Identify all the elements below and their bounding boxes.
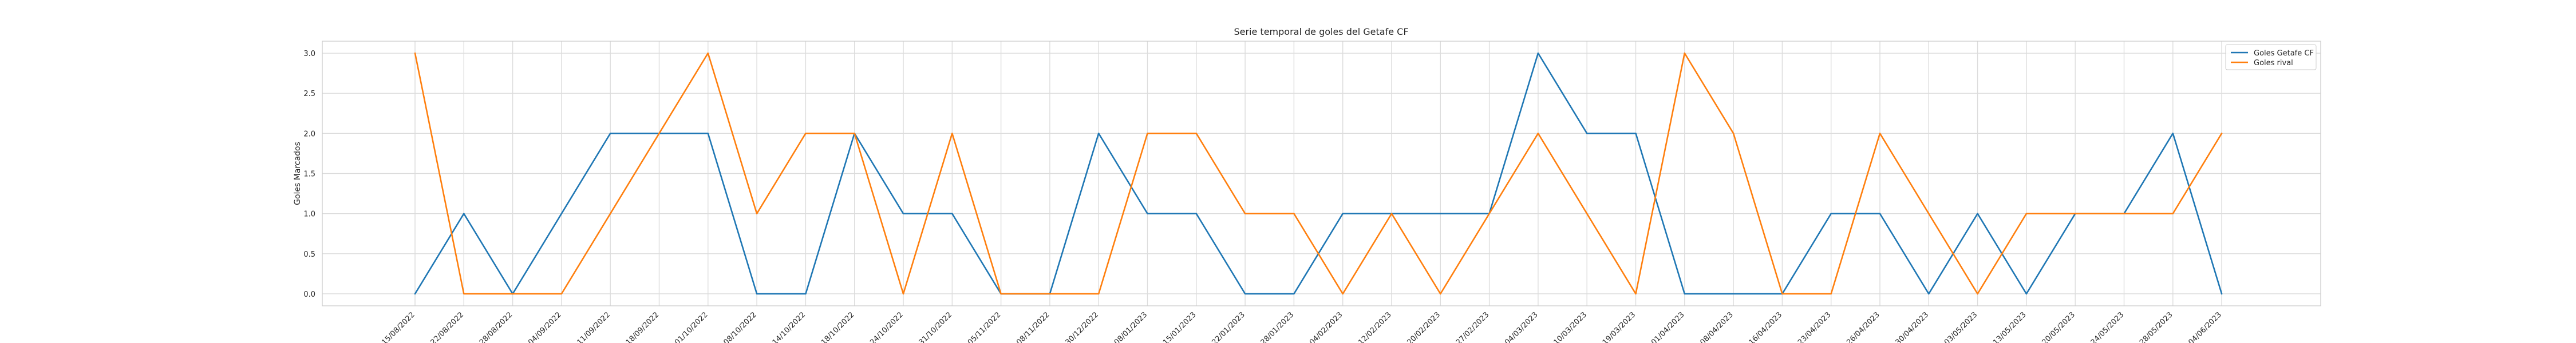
series-line-2 [414,52,2223,295]
x-tick-label: 22/01/2023 [1210,310,1247,343]
x-tick-label: 04/06/2023 [2187,310,2223,343]
x-tick-label: 31/10/2022 [918,310,954,343]
x-tick-label: 08/01/2023 [1113,310,1149,343]
x-tick-label: 04/02/2023 [1308,310,1345,343]
x-tick-label: 10/03/2023 [1552,310,1589,343]
y-tick-label: 0.0 [303,290,315,299]
x-tick-label: 20/02/2023 [1406,310,1443,343]
x-tick-label: 15/08/2022 [380,310,417,343]
x-tick-label: 22/08/2022 [429,310,466,343]
y-tick-label: 3.0 [303,50,315,58]
y-tick-label: 0.5 [303,250,315,259]
x-tick-label: 20/05/2023 [2040,310,2077,343]
series-lines [414,52,2223,295]
x-tick-label: 15/01/2023 [1161,310,1198,343]
x-tick-label: 08/04/2023 [1698,310,1735,343]
y-tick-label: 1.0 [303,210,315,219]
x-tick-label: 18/09/2022 [625,310,661,343]
x-tick-label: 30/12/2022 [1064,310,1100,343]
x-tick-label: 01/10/2022 [673,310,710,343]
x-tick-label: 04/03/2023 [1503,310,1540,343]
chart-title: Serie temporal de goles del Getafe CF [1234,26,1408,37]
x-tick-label: 28/08/2022 [478,310,515,343]
x-tick-label: 16/04/2023 [1748,310,1784,343]
y-tick-label: 2.5 [303,90,315,98]
x-tick-label: 23/04/2023 [1796,310,1833,343]
x-tick-label: 24/05/2023 [2089,310,2126,343]
x-tick-label: 05/11/2022 [966,310,1003,343]
y-tick-labels: 0.0 0.5 1.0 1.5 2.0 2.5 3.0 [303,50,315,299]
y-tick-label: 2.0 [303,130,315,138]
x-tick-label: 14/10/2022 [771,310,808,343]
x-tick-label: 12/02/2023 [1357,310,1393,343]
x-tick-label: 28/05/2023 [2138,310,2175,343]
x-tick-label: 18/10/2022 [820,310,856,343]
x-tick-label: 01/04/2023 [1650,310,1686,343]
x-tick-label: 30/04/2023 [1894,310,1931,343]
x-gridlines [414,41,2222,306]
x-tick-label: 04/09/2022 [527,310,563,343]
x-tick-label: 08/11/2022 [1015,310,1052,343]
x-tick-label: 27/02/2023 [1455,310,1491,343]
legend-label: Goles rival [2254,59,2293,67]
x-tick-label: 26/04/2023 [1845,310,1882,343]
legend-box [2225,44,2317,70]
x-tick-labels: 15/08/2022 22/08/2022 28/08/2022 04/09/2022… [380,310,2223,343]
x-tick-label: 03/05/2023 [1943,310,1980,343]
legend-label: Goles Getafe CF [2254,49,2314,58]
x-tick-label: 24/10/2022 [868,310,905,343]
x-tick-label: 11/09/2022 [575,310,612,343]
x-tick-label: 28/01/2023 [1259,310,1296,343]
x-tick-label: 08/10/2022 [722,310,758,343]
x-tick-label: 19/03/2023 [1601,310,1638,343]
y-axis-label: Goles Marcados [293,142,302,205]
plot-area [322,41,2321,306]
y-tick-label: 1.5 [303,170,315,179]
x-tick-label: 13/05/2023 [1992,310,2028,343]
